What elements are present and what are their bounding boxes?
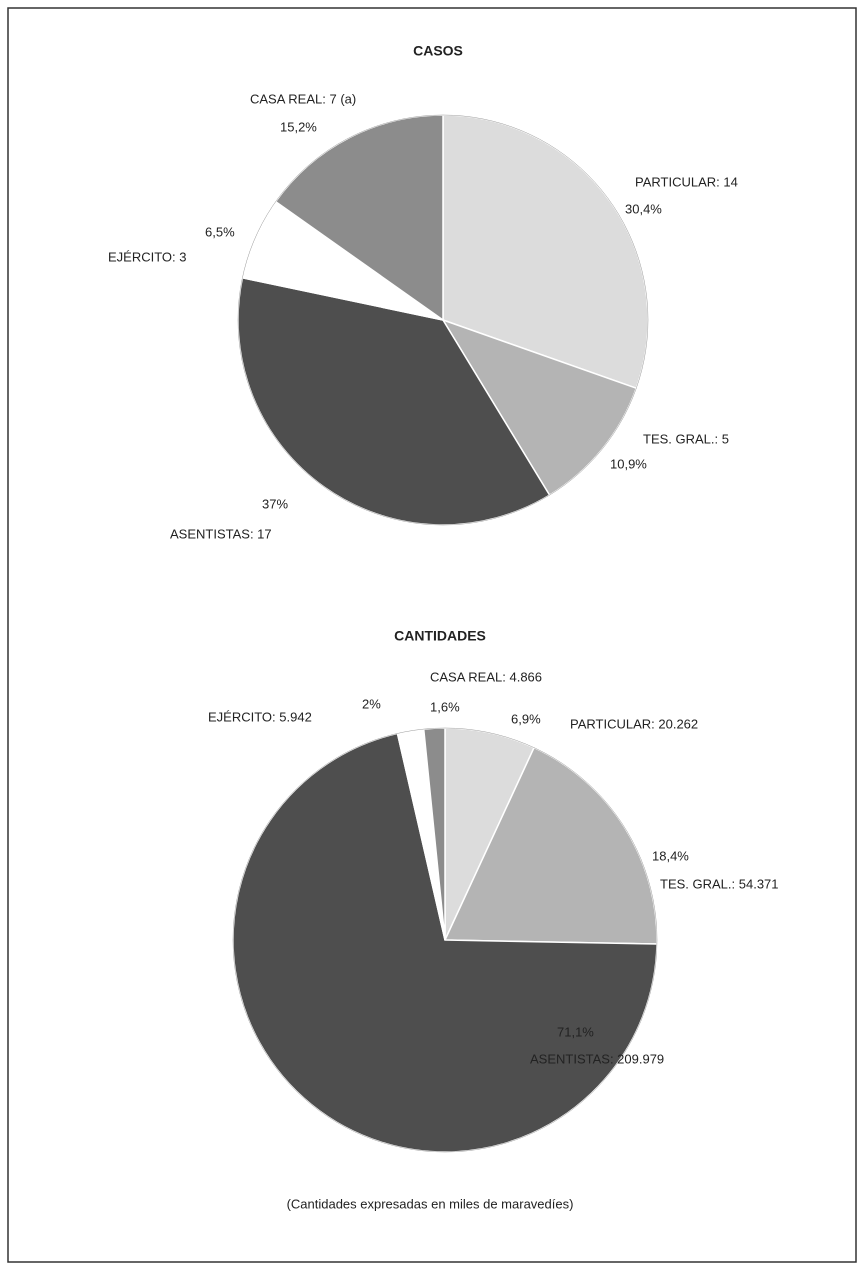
value-label: 6,9% [511,711,541,726]
slice-label: ASENTISTAS: 17 [170,526,272,541]
pie-outline [237,114,649,526]
value-label: 10,9% [610,456,647,471]
note: (Cantidades expresadas en miles de marav… [287,1196,574,1211]
value-label: 1,6% [430,699,460,714]
slice-label: EJÉRCITO: 5.942 [208,709,312,724]
value-label: 15,2% [280,119,317,134]
chart-title: CASOS [413,43,463,59]
slice-label: ASENTISTAS: 209.979 [530,1051,664,1066]
value-label: 37% [262,496,288,511]
value-label: 30,4% [625,201,662,216]
value-label: 2% [362,696,381,711]
slice-label: EJÉRCITO: 3 [108,249,187,264]
value-label: 6,5% [205,224,235,239]
slice-label: TES. GRAL.: 54.371 [660,876,779,891]
value-label: 18,4% [652,848,689,863]
slice-label: PARTICULAR: 20.262 [570,716,698,731]
slice-label: CASA REAL: 4.866 [430,669,542,684]
pie-outline [232,727,658,1153]
value-label: 71,1% [557,1024,594,1039]
slice-label: TES. GRAL.: 5 [643,431,729,446]
slice-label: PARTICULAR: 14 [635,174,738,189]
slice-label: CASA REAL: 7 (a) [250,91,356,106]
chart-title: CANTIDADES [394,628,486,644]
frame [7,7,857,1263]
